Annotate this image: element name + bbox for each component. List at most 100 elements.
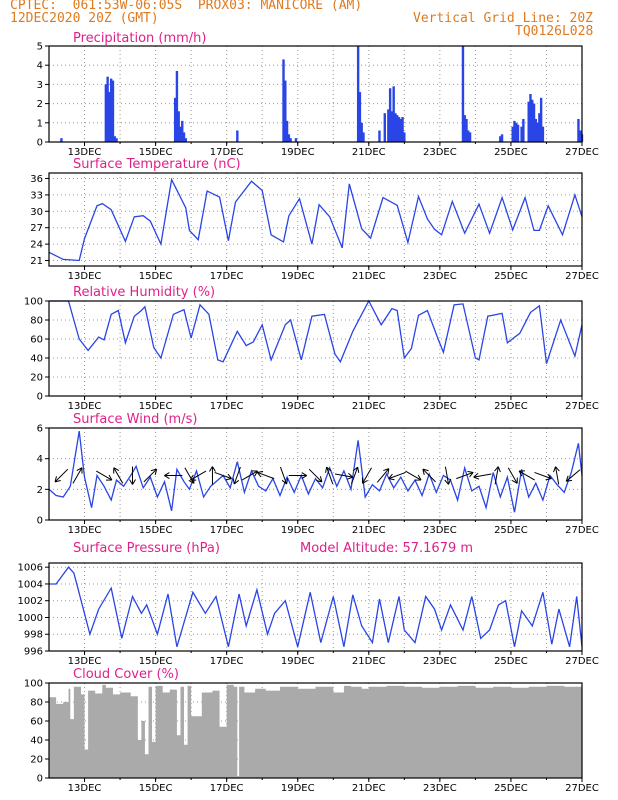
wind-line [48, 430, 583, 513]
wind-arrow-head [565, 475, 573, 482]
wind-ytick-label: 6 [37, 424, 43, 435]
wind-arrow-head [325, 466, 332, 473]
pressure-line [49, 566, 583, 647]
wind-arrow-shaft [326, 466, 334, 485]
precip-bar [179, 126, 182, 142]
wind-arrow [325, 466, 334, 485]
wind-arrow-head [190, 474, 197, 481]
temp-xtick-label: 23DEC [423, 271, 457, 282]
precip-bar [184, 138, 188, 142]
precip-bar [362, 132, 365, 142]
precip-bar [520, 126, 523, 142]
precip-xtick-label: 25DEC [494, 147, 528, 158]
wind-arrow-head [209, 466, 216, 472]
precip-bar [579, 130, 582, 142]
temp-xtick-label: 27DEC [565, 271, 599, 282]
temp-ytick-label: 21 [30, 256, 43, 267]
wind-arrow [507, 467, 518, 484]
precip-xtick-label: 23DEC [423, 147, 457, 158]
wind-arrow [96, 470, 113, 481]
precip-ytick-label: 1 [37, 118, 43, 129]
wind-arrow-head [511, 477, 518, 484]
precip-bar [534, 118, 538, 142]
humidity-xtick-label: 17DEC [210, 401, 244, 412]
precip-bar [173, 97, 177, 142]
precip-bar [515, 122, 518, 142]
precip-bar [115, 138, 118, 142]
pressure-frame [48, 562, 583, 652]
precip-bar [387, 109, 390, 142]
cloud-ytick-label: 100 [24, 679, 43, 690]
humidity-ytick-label: 100 [24, 297, 43, 308]
wind-arrow-shaft [362, 467, 372, 484]
wind-xtick-label: 25DEC [494, 525, 528, 536]
precip-panel: Precipitation (mm/h) 0 1 2 3 4 5 13DEC 15DEC 17DE… [37, 31, 599, 158]
pressure-ytick-label: 1004 [18, 579, 43, 590]
wind-arrow [256, 470, 275, 480]
precip-bar [403, 132, 406, 142]
wind-arrow [361, 467, 372, 484]
wind-arrow [405, 470, 422, 481]
precip-bar [463, 115, 466, 142]
wind-arrow-shaft [241, 470, 258, 481]
wind-arrow-shaft [494, 466, 499, 485]
humidity-xtick-label: 25DEC [494, 401, 528, 412]
precip-bar [360, 122, 363, 142]
wind-arrow-shaft [555, 466, 560, 485]
pressure-xtick-label: 17DEC [210, 656, 244, 667]
wind-arrow [565, 469, 581, 482]
wind-arrow-shaft [473, 473, 492, 478]
wind-arrow [129, 466, 136, 485]
wind-arrow [518, 470, 535, 481]
precip-bar [111, 80, 115, 142]
pressure-xtick-label: 21DEC [352, 656, 386, 667]
precip-bar [383, 113, 386, 142]
precip-bar [294, 138, 298, 142]
wind-arrow [288, 472, 307, 479]
header-grid-info: Vertical Grid Line: 20Z [413, 11, 594, 26]
wind-arrow-shaft [72, 467, 83, 484]
wind-arrow [494, 466, 501, 485]
temp-ytick-label: 33 [30, 190, 43, 201]
wind-arrow [214, 471, 232, 481]
precip-frame [48, 45, 583, 143]
precip-bar [541, 126, 545, 142]
humidity-title: Relative Humidity (%) [73, 285, 215, 300]
wind-arrow-head [494, 466, 501, 473]
wind-arrow-head [422, 468, 429, 475]
wind-arrow-head [150, 468, 158, 475]
wind-arrow [334, 472, 354, 480]
wind-ytick-label: 4 [37, 454, 43, 465]
wind-xtick-label: 21DEC [352, 525, 386, 536]
precip-bar [397, 117, 401, 142]
wind-arrow-shaft [388, 471, 406, 480]
wind-arrow-head [164, 472, 170, 479]
humidity-frame [48, 300, 583, 397]
wind-arrow-head [113, 467, 120, 474]
wind-ytick-label: 2 [37, 485, 43, 496]
wind-arrow-head [352, 466, 360, 473]
wind-arrow [209, 466, 216, 485]
wind-arrow [308, 468, 323, 483]
humidity-xtick-label: 19DEC [281, 401, 315, 412]
precip-title: Precipitation (mm/h) [73, 31, 206, 46]
cloud-ytick-label: 80 [30, 698, 43, 709]
wind-arrow-shaft [54, 468, 69, 483]
wind-arrow-head [251, 470, 258, 477]
precip-bar [106, 76, 109, 142]
pressure-ytick-label: 1006 [18, 563, 43, 574]
wind-title: Surface Wind (m/s) [73, 412, 197, 427]
wind-arrow-shaft [334, 473, 353, 478]
temp-xtick-label: 13DEC [68, 271, 102, 282]
wind-arrow-head [281, 478, 289, 485]
temp-xtick-label: 19DEC [281, 271, 315, 282]
temp-line [48, 177, 583, 262]
header-date: 12DEC2020 20Z (GMT) [10, 11, 159, 26]
precip-bar [109, 78, 113, 142]
wind-arrow-shaft [444, 466, 450, 485]
wind-ytick-label: 0 [37, 516, 43, 527]
precip-bar [522, 118, 525, 142]
precip-bar [401, 117, 404, 142]
wind-arrow [351, 466, 360, 485]
